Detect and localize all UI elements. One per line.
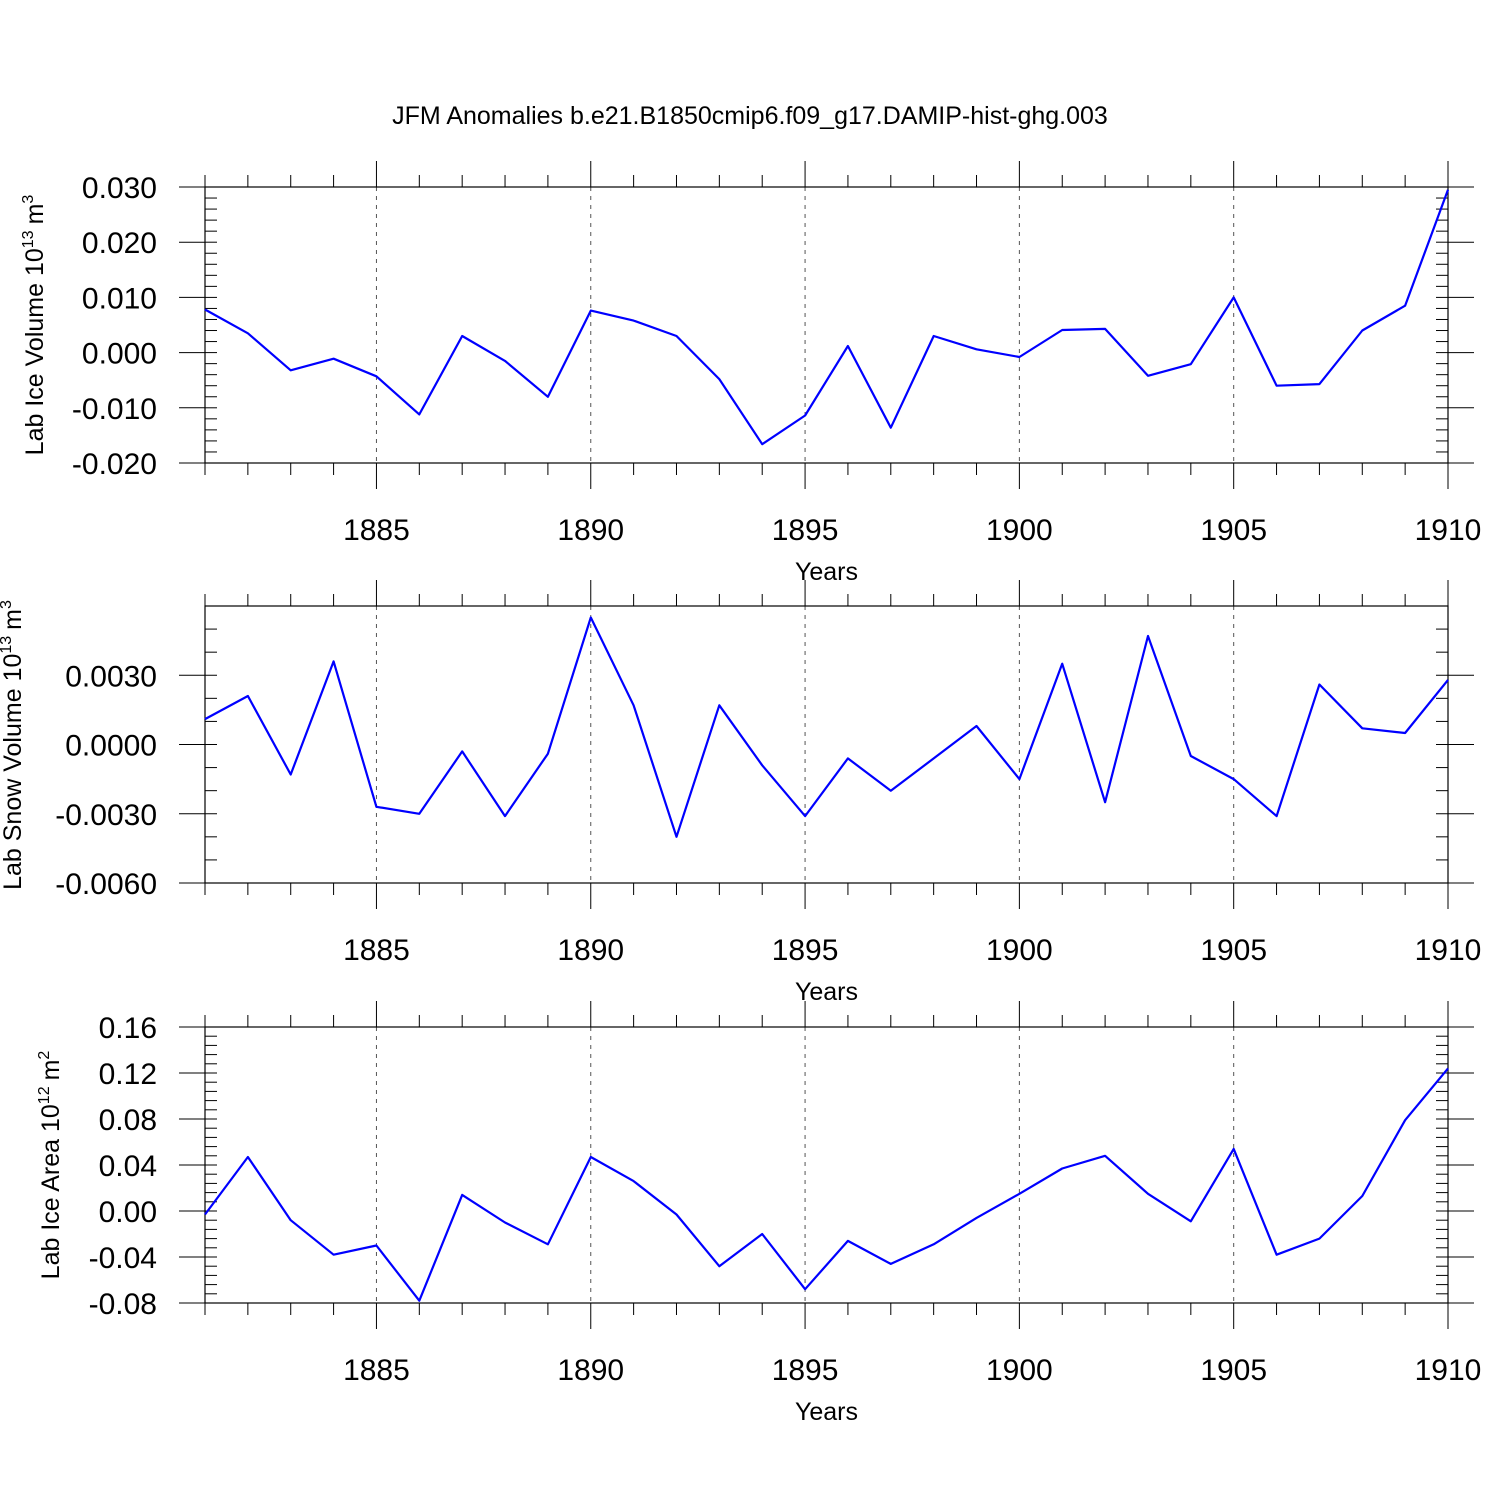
series-line	[204, 189, 1450, 446]
y-axis-label-unit: m	[21, 204, 49, 225]
y-tick-label: 0.0000	[65, 730, 157, 763]
x-tick-label-1890: 1890	[557, 1354, 624, 1387]
x-tick-label-1890: 1890	[557, 514, 624, 547]
x-tick-label-1900: 1900	[986, 934, 1053, 967]
y-tick-label: 0.00	[99, 1196, 157, 1229]
plot-frame	[204, 186, 1449, 464]
x-tick-label-1910: 1910	[1415, 514, 1482, 547]
x-tick-label-1910: 1910	[1415, 1354, 1482, 1387]
x-tick-label-1905: 1905	[1200, 1354, 1267, 1387]
y-tick-label: -0.08	[89, 1288, 157, 1321]
y-axis-label: Lab Snow Volume 1013 m3	[0, 600, 27, 890]
y-tick-label: -0.0060	[55, 868, 157, 901]
x-tick-label-1895: 1895	[772, 514, 839, 547]
series-line	[204, 616, 1449, 838]
x-tick-label-1900: 1900	[986, 1354, 1053, 1387]
y-tick-label: -0.04	[89, 1242, 157, 1275]
y-tick-label: -0.010	[72, 393, 157, 426]
x-tick-label-1885: 1885	[343, 934, 410, 967]
x-tick-label-1905: 1905	[1200, 514, 1267, 547]
y-axis-label-unit: m	[0, 609, 27, 630]
x-tick-label-1910: 1910	[1415, 934, 1482, 967]
series-line	[204, 1067, 1449, 1302]
x-tick-label-1885: 1885	[343, 1354, 410, 1387]
panel-3: 1885 1890 1895 1900 1905 1910 -0.08 -0.04 0.00 0.…	[36, 1001, 1481, 1426]
y-axis-label-unit-exponent: 3	[0, 600, 15, 609]
panels: 1885 1890 1895 1900 1905 1910 -0.020 -0.010 0.00…	[0, 161, 1481, 1426]
y-axis-label-unit: m	[37, 1060, 65, 1081]
x-axis-label: Years	[795, 558, 858, 586]
figure-title: JFM Anomalies b.e21.B1850cmip6.f09_g17.D…	[392, 102, 1108, 130]
y-axis-label-unit-exponent: 3	[20, 195, 37, 204]
panel-1: 1885 1890 1895 1900 1905 1910 -0.020 -0.010 0.00…	[20, 161, 1481, 586]
x-tick-label-1895: 1895	[772, 934, 839, 967]
x-tick-label-1890: 1890	[557, 934, 624, 967]
y-axis-label-text: Lab Ice Volume 10	[21, 248, 49, 455]
y-axis-label: Lab Ice Volume 1013 m3	[20, 195, 49, 456]
y-tick-label: -0.0030	[55, 799, 157, 832]
y-axis-label-text: Lab Ice Area 10	[37, 1104, 65, 1279]
x-tick-label-1905: 1905	[1200, 934, 1267, 967]
y-axis-label-exponent: 12	[36, 1086, 53, 1104]
y-tick-label: 0.030	[82, 172, 157, 205]
y-tick-label: 0.12	[99, 1058, 157, 1091]
x-axis-label: Years	[795, 1398, 858, 1426]
y-tick-label: -0.020	[72, 448, 157, 481]
y-tick-label: 0.0030	[65, 660, 157, 693]
y-axis-label-unit-exponent: 2	[36, 1051, 53, 1060]
x-axis-label: Years	[795, 978, 858, 1006]
panel-2: 1885 1890 1895 1900 1905 1910 -0.0060 -0.0030 0.…	[0, 580, 1481, 1006]
y-tick-label: 0.08	[99, 1104, 157, 1137]
y-tick-label: 0.16	[99, 1012, 157, 1045]
y-tick-label: 0.000	[82, 338, 157, 371]
y-axis-label-exponent: 13	[0, 636, 15, 654]
y-tick-label: 0.04	[99, 1150, 157, 1183]
x-tick-label-1895: 1895	[772, 1354, 839, 1387]
y-tick-label: 0.010	[82, 282, 157, 315]
y-tick-label: 0.020	[82, 227, 157, 260]
x-tick-label-1885: 1885	[343, 514, 410, 547]
y-axis-label: Lab Ice Area 1012 m2	[36, 1051, 65, 1280]
y-axis-label-text: Lab Snow Volume 10	[0, 654, 27, 890]
y-axis-label-exponent: 13	[20, 230, 37, 248]
x-tick-label-1900: 1900	[986, 514, 1053, 547]
